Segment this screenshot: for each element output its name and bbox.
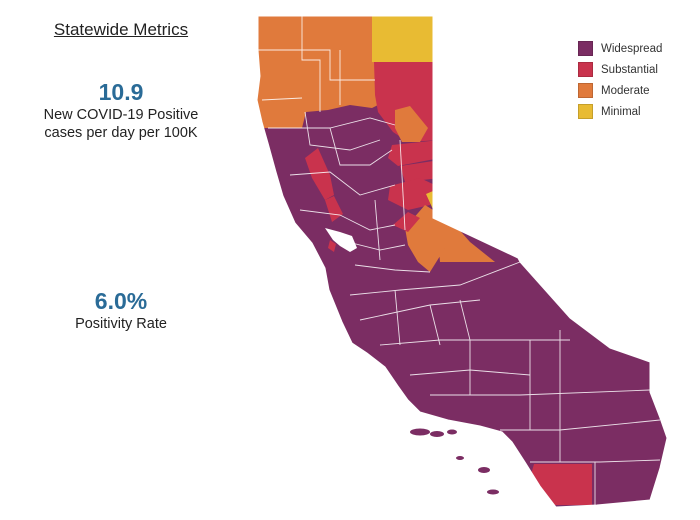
cases-metric: 10.9 New COVID-19 Positive cases per day… <box>0 78 242 142</box>
legend-swatch <box>578 83 593 98</box>
county-borders <box>258 16 661 505</box>
panel-heading: Statewide Metrics <box>53 20 189 39</box>
california-county-map <box>256 15 668 508</box>
region-substantial-blob <box>388 178 437 210</box>
region-bay-substantial <box>305 148 334 200</box>
legend-swatch <box>578 104 593 119</box>
cases-value: 10.9 <box>98 79 144 105</box>
legend-label: Moderate <box>601 84 650 97</box>
state-outline <box>256 15 668 508</box>
legend-item-widespread: Widespread <box>578 38 662 59</box>
region-northeast-substantial <box>374 62 440 142</box>
legend-swatch <box>578 41 593 56</box>
positivity-label: Positivity Rate <box>75 316 167 332</box>
legend-label: Widespread <box>601 42 663 55</box>
legend-item-substantial: Substantial <box>578 59 662 80</box>
region-east-moderate <box>433 212 525 262</box>
positivity-value: 6.0% <box>94 288 148 314</box>
legend-item-minimal: Minimal <box>578 101 662 122</box>
legend-label: Substantial <box>601 63 658 76</box>
cases-label-line1: New COVID-19 Positive <box>43 107 199 123</box>
channel-islands <box>410 428 499 495</box>
map-legend: Widespread Substantial Moderate Minimal <box>578 38 662 122</box>
region-central-substantial <box>393 212 420 232</box>
positivity-metric: 6.0% Positivity Rate <box>0 287 242 333</box>
bay-water <box>325 228 357 252</box>
region-bay-substantial-2 <box>325 196 343 222</box>
legend-label: Minimal <box>601 105 641 118</box>
region-moderate-pocket <box>395 106 428 142</box>
statewide-metrics-panel: Statewide Metrics 10.9 New COVID-19 Posi… <box>0 0 250 520</box>
legend-swatch <box>578 62 593 77</box>
region-north-minimal <box>372 16 440 62</box>
region-north-moderate <box>257 16 380 128</box>
legend-item-moderate: Moderate <box>578 80 662 101</box>
cases-label-line2: cases per day per 100K <box>44 125 198 141</box>
bay-water-inlet <box>328 240 336 252</box>
region-substantial-strip-2 <box>400 160 440 182</box>
